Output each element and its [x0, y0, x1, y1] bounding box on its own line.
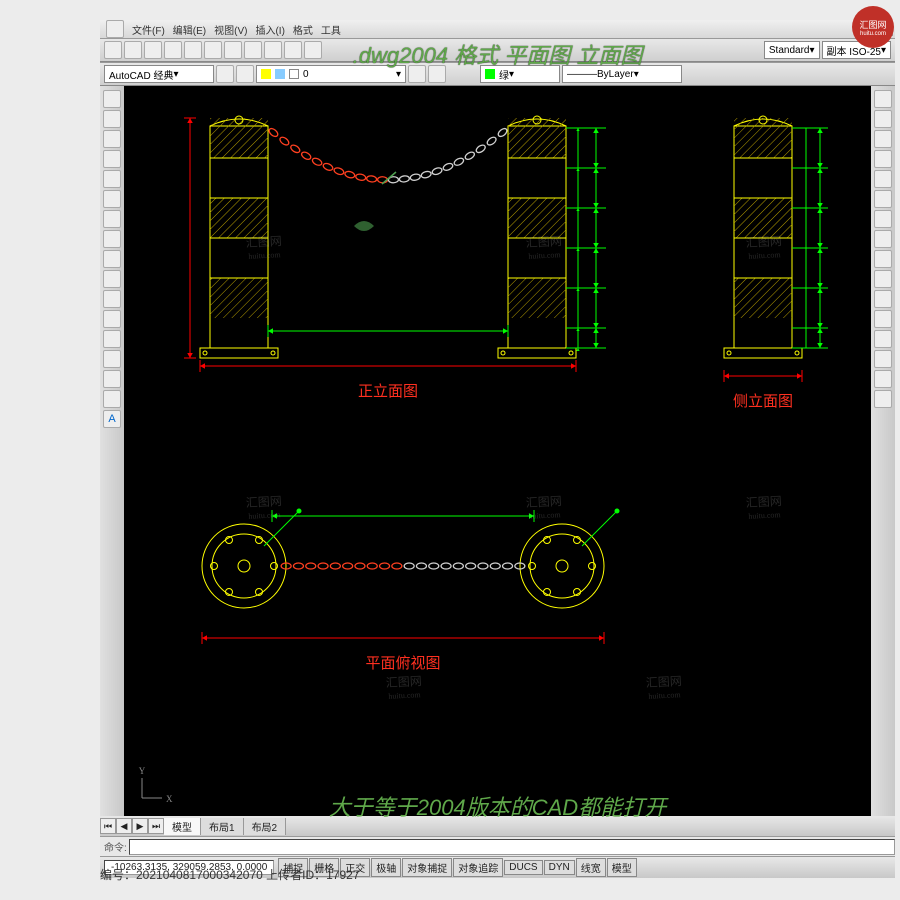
svg-text:huitu.com: huitu.com	[388, 690, 421, 701]
spline-icon[interactable]	[103, 230, 121, 248]
workspace: A 正立面图侧立面图平面俯视图汇图网huitu.com汇图网huitu.com汇…	[100, 86, 895, 816]
svg-text:汇图网: 汇图网	[245, 234, 282, 250]
layer-bulb-icon	[261, 69, 271, 79]
svg-text:正立面图: 正立面图	[358, 383, 418, 400]
svg-text:huitu.com: huitu.com	[648, 690, 681, 701]
svg-text:平面俯视图: 平面俯视图	[365, 655, 440, 672]
mtext-icon[interactable]: A	[103, 410, 121, 428]
copy2-icon[interactable]	[874, 110, 892, 128]
array-icon[interactable]	[874, 170, 892, 188]
svg-text:huitu.com: huitu.com	[248, 250, 281, 261]
color-swatch-icon	[485, 69, 495, 79]
layer-color-swatch	[289, 69, 299, 79]
svg-text:汇图网: 汇图网	[745, 234, 782, 250]
xline-icon[interactable]	[103, 110, 121, 128]
hatch-icon[interactable]	[103, 330, 121, 348]
point-icon[interactable]	[103, 310, 121, 328]
watermark-logo: 汇图网 huitu.com	[852, 6, 894, 48]
polygon-icon[interactable]	[103, 150, 121, 168]
status-dyn[interactable]: DYN	[544, 860, 575, 875]
wm-logo-bottom: huitu.com	[860, 31, 886, 37]
toolbar-modify	[871, 86, 895, 816]
chamfer-icon[interactable]	[874, 350, 892, 368]
drawing-canvas[interactable]: 正立面图侧立面图平面俯视图汇图网huitu.com汇图网huitu.com汇图网…	[124, 86, 871, 816]
insert-icon[interactable]	[103, 270, 121, 288]
app-window: 文件(F) 编辑(E) 视图(V) 插入(I) 格式 工具 × .dwg2004…	[100, 20, 895, 860]
arc-icon[interactable]	[103, 190, 121, 208]
title-overlay: .dwg2004 格式 平面图 立面图	[100, 38, 895, 70]
status-osnap[interactable]: 对象捕捉	[402, 858, 452, 877]
move-icon[interactable]	[874, 190, 892, 208]
menu-format[interactable]: 格式	[293, 22, 313, 37]
ellipse-icon[interactable]	[103, 250, 121, 268]
break-icon[interactable]	[874, 310, 892, 328]
toolbar-draw: A	[100, 86, 124, 816]
table-icon[interactable]	[103, 390, 121, 408]
svg-text:Y: Y	[139, 766, 146, 776]
svg-text:汇图网: 汇图网	[525, 494, 562, 510]
command-input[interactable]	[129, 839, 895, 855]
svg-text:汇图网: 汇图网	[745, 494, 782, 510]
rect-icon[interactable]	[103, 170, 121, 188]
erase-icon[interactable]	[874, 90, 892, 108]
svg-text:汇图网: 汇图网	[245, 494, 282, 510]
svg-text:huitu.com: huitu.com	[528, 250, 561, 261]
trim-icon[interactable]	[874, 270, 892, 288]
stretch-icon[interactable]	[874, 250, 892, 268]
menu-file[interactable]: 文件(F)	[132, 22, 165, 37]
command-line-row: 命令:	[100, 836, 895, 856]
svg-text:汇图网: 汇图网	[525, 234, 562, 250]
svg-text:汇图网: 汇图网	[385, 674, 422, 690]
svg-text:huitu.com: huitu.com	[528, 510, 561, 521]
linetype-value: ByLayer	[597, 69, 634, 80]
explode-icon[interactable]	[874, 390, 892, 408]
scale-icon[interactable]	[874, 230, 892, 248]
menu-view[interactable]: 视图(V)	[214, 22, 247, 37]
bottom-caption: 编号：2021040817000342070 上传者ID：17927	[100, 866, 360, 883]
rotate-icon[interactable]	[874, 210, 892, 228]
block-icon[interactable]	[103, 290, 121, 308]
menu-bar: 文件(F) 编辑(E) 视图(V) 插入(I) 格式 工具 ×	[100, 20, 895, 38]
layer-name: 0	[303, 69, 309, 80]
svg-text:汇图网: 汇图网	[645, 674, 682, 690]
pline-icon[interactable]	[103, 130, 121, 148]
app-icon	[106, 20, 124, 38]
status-ducs[interactable]: DUCS	[504, 860, 542, 875]
svg-text:huitu.com: huitu.com	[748, 510, 781, 521]
status-otrack[interactable]: 对象追踪	[453, 858, 503, 877]
status-lwt[interactable]: 线宽	[576, 858, 606, 877]
svg-text:侧立面图: 侧立面图	[733, 393, 793, 410]
footer-overlay: 大于等于2004版本的CAD都能打开	[100, 790, 895, 822]
svg-text:huitu.com: huitu.com	[748, 250, 781, 261]
gradient-icon[interactable]	[103, 350, 121, 368]
circle-icon[interactable]	[103, 210, 121, 228]
extend-icon[interactable]	[874, 290, 892, 308]
menu-tools[interactable]: 工具	[321, 22, 341, 37]
svg-text:huitu.com: huitu.com	[248, 510, 281, 521]
line-icon[interactable]	[103, 90, 121, 108]
status-polar[interactable]: 极轴	[371, 858, 401, 877]
layer-freeze-state-icon	[275, 69, 285, 79]
mirror-icon[interactable]	[874, 130, 892, 148]
wm-logo-top: 汇图网	[859, 18, 886, 31]
menu-edit[interactable]: 编辑(E)	[173, 22, 206, 37]
status-model[interactable]: 模型	[607, 858, 637, 877]
command-label: 命令:	[104, 839, 127, 854]
region-icon[interactable]	[103, 370, 121, 388]
menu-insert[interactable]: 插入(I)	[255, 22, 284, 37]
fillet-icon[interactable]	[874, 370, 892, 388]
offset-icon[interactable]	[874, 150, 892, 168]
join-icon[interactable]	[874, 330, 892, 348]
